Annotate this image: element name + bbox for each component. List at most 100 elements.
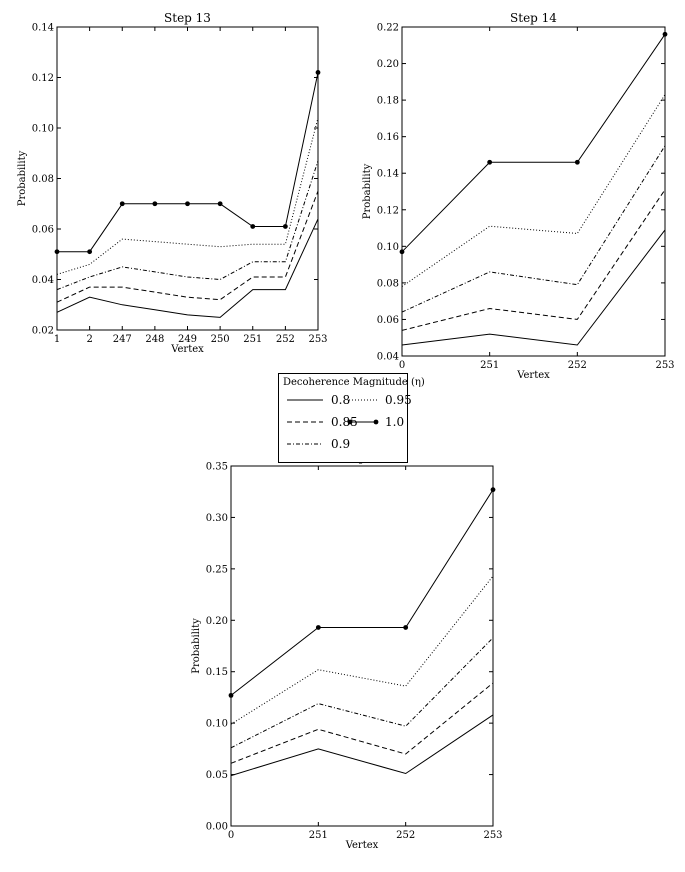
series-line-0-9	[401, 145, 666, 313]
y-tick-label: 0.10	[32, 124, 54, 135]
legend-swatch-marker	[347, 419, 379, 425]
legend-item-0: 0.8	[285, 392, 350, 408]
legend-item-2: 0.9	[285, 436, 350, 452]
legend-label: 0.8	[331, 393, 351, 407]
data-point	[490, 487, 496, 493]
y-tick-label: 0.22	[377, 23, 399, 34]
y-tick-label: 0.12	[377, 205, 399, 216]
legend-label: 0.95	[385, 393, 412, 407]
y-tick-label: 0.30	[206, 513, 228, 524]
y-tick-label: 0.04	[377, 352, 399, 363]
data-point	[185, 201, 190, 207]
x-tick-label: 0	[399, 360, 405, 371]
series-line-0-85	[56, 190, 319, 303]
chart-title: Step 14	[510, 11, 557, 25]
y-tick-label: 0.06	[32, 225, 54, 236]
data-point	[282, 224, 288, 229]
y-tick-label: 0.10	[206, 719, 228, 730]
data-point	[399, 249, 405, 255]
x-tick-label: 1	[54, 334, 60, 345]
y-tick-label: 0.14	[377, 169, 399, 180]
series-line-0-9	[56, 160, 319, 291]
y-tick-label: 0.08	[32, 174, 54, 185]
legend: Decoherence Magnitude (η) 0.8 0.85 0.9 0…	[278, 373, 425, 463]
legend-title: Decoherence Magnitude (η)	[283, 377, 425, 388]
y-axis-label: Probability	[362, 163, 373, 219]
plot-frame	[401, 26, 666, 357]
legend-swatch-dotted	[349, 399, 377, 401]
series-line-1-0	[57, 72, 319, 253]
data-point	[662, 31, 668, 37]
y-tick-label: 0.15	[206, 667, 228, 678]
x-tick-label: 253	[308, 334, 327, 345]
y-axis-label: Probability	[17, 150, 28, 206]
data-point	[217, 201, 223, 207]
legend-item-3: 0.95	[347, 392, 412, 408]
x-tick-label: 253	[655, 360, 674, 371]
y-tick-label: 0.08	[377, 278, 399, 289]
data-point	[119, 201, 125, 207]
y-tick-label: 0.18	[377, 96, 399, 107]
series-line-0-85	[401, 189, 666, 331]
legend-item-1: 0.85	[285, 414, 358, 430]
legend-swatch-dashed	[287, 421, 323, 423]
data-point	[315, 625, 321, 630]
chart-title: Step 13	[164, 11, 211, 25]
data-point	[315, 70, 321, 75]
plot-frame	[56, 26, 319, 331]
chart-step-15: 0.00 0.05 0.10 0.15 0.20 0.25 0.30 0.35 0 251 252 2…	[191, 450, 503, 851]
data-point	[574, 159, 580, 165]
x-axis-label: Vertex	[345, 840, 379, 851]
x-tick-label: 251	[243, 334, 262, 345]
x-tick-label: 251	[480, 360, 499, 371]
x-tick-label: 252	[568, 360, 587, 371]
data-point	[487, 159, 493, 165]
plot-frame	[230, 465, 494, 827]
legend-label: 0.9	[331, 437, 351, 451]
legend-item-4: 1.0	[347, 414, 404, 430]
series-line-0-95	[401, 94, 666, 287]
y-tick-label: 0.02	[32, 326, 54, 337]
x-tick-label: 251	[309, 830, 328, 841]
data-point	[87, 249, 93, 255]
x-tick-label: 253	[483, 830, 502, 841]
legend-label: 0.85	[331, 415, 358, 429]
x-tick-label: 249	[178, 334, 197, 345]
y-tick-label: 0.16	[377, 132, 399, 143]
series-line-1-0	[230, 489, 494, 696]
series-line-0-8	[401, 229, 666, 346]
x-tick-label: 248	[145, 334, 164, 345]
data-point	[403, 625, 409, 630]
y-tick-label: 0.14	[32, 23, 54, 34]
series-line-0-8	[230, 714, 494, 777]
y-tick-label: 0.10	[377, 242, 399, 253]
y-tick-label: 0.05	[206, 770, 228, 781]
x-axis-label: Vertex	[516, 370, 550, 381]
data-point	[152, 201, 158, 207]
series-line-0-8	[56, 218, 319, 318]
legend-swatch-solid	[287, 399, 323, 401]
x-tick-label: 252	[396, 830, 415, 841]
series-line-1-0	[401, 34, 666, 253]
y-tick-label: 0.20	[377, 59, 399, 70]
x-axis-label: Vertex	[170, 344, 204, 355]
legend-swatch-dashdot	[287, 443, 323, 445]
x-tick-label: 247	[113, 334, 132, 345]
y-tick-label: 0.04	[32, 275, 54, 286]
x-tick-label: 0	[228, 830, 234, 841]
data-point	[54, 249, 60, 255]
x-tick-label: 252	[276, 334, 295, 345]
y-tick-label: 0.25	[206, 564, 228, 575]
chart-step-13: 0.02 0.04 0.06 0.08 0.10 0.12 0.14 1 2 247 248 249 2…	[17, 11, 328, 355]
chart-step-14: 0.04 0.06 0.08 0.10 0.12 0.14 0.16 0.18 0.20 0.22…	[362, 11, 675, 381]
x-tick-label: 250	[211, 334, 230, 345]
legend-label: 1.0	[385, 415, 405, 429]
y-tick-label: 0.06	[377, 315, 399, 326]
series-line-0-95	[56, 117, 319, 275]
data-point	[250, 224, 256, 229]
x-tick-label: 2	[86, 334, 92, 345]
y-tick-label: 0.00	[206, 822, 228, 833]
y-axis-label: Probability	[191, 618, 202, 674]
series-line-0-9	[230, 637, 494, 749]
